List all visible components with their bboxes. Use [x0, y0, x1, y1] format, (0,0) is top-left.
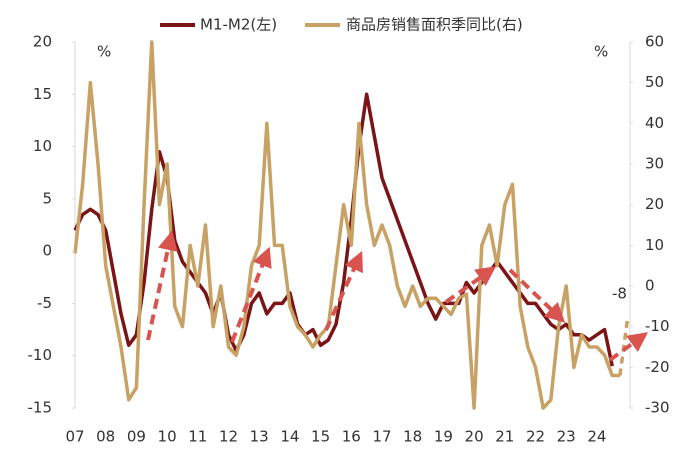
- arrow: [146, 230, 178, 341]
- plot: [73, 40, 630, 410]
- end-label: -8: [612, 285, 627, 303]
- arrow: [444, 266, 497, 304]
- x-tick-label: 10: [158, 428, 177, 446]
- x-tick-label: 16: [342, 428, 361, 446]
- arrow: [608, 332, 649, 362]
- y2-tick-label: 10: [645, 236, 664, 254]
- arrow: [324, 250, 363, 331]
- x-tick-label: 14: [280, 428, 299, 446]
- x-tick-label: 12: [219, 428, 238, 446]
- x-tick-label: 13: [250, 428, 269, 446]
- forecast-line: [618, 318, 630, 376]
- y2-tick-label: -30: [645, 399, 670, 417]
- y-tick-label: 10: [33, 137, 52, 155]
- y2-tick-label: 30: [645, 155, 664, 173]
- y-tick-label: -5: [37, 294, 52, 312]
- series-line: [73, 40, 620, 410]
- x-tick-label: 23: [557, 428, 576, 446]
- x-tick-label: 17: [372, 428, 391, 446]
- unit-right: %: [594, 43, 608, 61]
- y2-tick-label: 20: [645, 195, 664, 213]
- y-tick-label: -15: [28, 399, 53, 417]
- legend-label: 商品房销售面积季同比(右): [346, 16, 523, 34]
- y-tick-label: -10: [28, 346, 53, 364]
- x-tick-label: 18: [403, 428, 422, 446]
- y2-tick-label: 0: [645, 277, 655, 295]
- y-tick-label: 20: [33, 33, 52, 51]
- x-tick-label: 09: [127, 428, 146, 446]
- x-tick-label: 22: [526, 428, 545, 446]
- y2-tick-label: 60: [645, 33, 664, 51]
- y2-tick-label: -20: [645, 358, 670, 376]
- y2-tick-label: 50: [645, 73, 664, 91]
- y-tick-label: 15: [33, 85, 52, 103]
- x-tick-label: 07: [65, 428, 84, 446]
- legend-label: M1-M2(左): [200, 16, 277, 34]
- y-tick-label: 5: [42, 189, 52, 207]
- x-tick-label: 19: [434, 428, 453, 446]
- x-tick-label: 24: [587, 428, 606, 446]
- x-tick-label: 20: [465, 428, 484, 446]
- unit-left: %: [97, 43, 111, 61]
- arrow: [508, 268, 566, 323]
- y2-tick-label: 40: [645, 114, 664, 132]
- x-tick-label: 11: [188, 428, 207, 446]
- y-tick-label: 0: [42, 242, 52, 260]
- y2-tick-label: -10: [645, 317, 670, 335]
- trend-arrows: [146, 230, 649, 362]
- x-tick-label: 08: [96, 428, 115, 446]
- x-tick-label: 21: [495, 428, 514, 446]
- x-tick-label: 15: [311, 428, 330, 446]
